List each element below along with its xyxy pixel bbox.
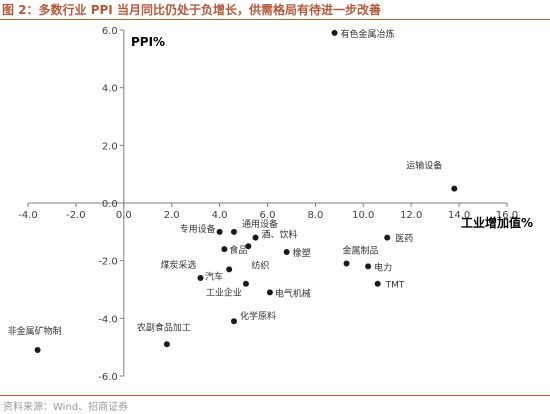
source-note: 资料来源：Wind、招商证券 [3,402,129,413]
x-tick-label: -4.0 [18,210,38,221]
data-point [221,246,228,253]
x-tick-label: 14.0 [448,210,470,221]
point-label: 橡塑 [293,247,311,259]
data-point [343,260,350,267]
data-point [226,266,233,273]
header-divider [0,19,550,20]
data-point [216,228,223,235]
x-tick-label: 0.0 [116,210,132,221]
point-label: 煤炭采选 [160,259,196,271]
data-point [384,234,391,241]
y-tick-label: -2.0 [98,257,118,268]
x-tick-label: 4.0 [212,210,228,221]
point-label: 汽车 [205,270,223,282]
point-label: 纺织 [251,259,269,271]
data-point [230,318,237,325]
y-axis-title: PPI% [131,35,165,49]
x-tick-label: 6.0 [260,210,276,221]
x-tick-label: 8.0 [307,210,323,221]
data-point [331,29,338,36]
x-tick-label: -2.0 [66,210,86,221]
x-axis-title: 工业增加值% [461,215,533,230]
y-tick-label: -6.0 [98,372,118,383]
data-point [451,185,458,192]
x-tick-label: 2.0 [164,210,180,221]
point-label: 通用设备 [242,218,278,230]
point-label: 电力 [374,261,392,273]
data-point [252,234,259,241]
point-label: 金属制品 [343,245,379,257]
point-label: 食品 [229,244,247,256]
point-label: 医药 [395,234,413,245]
figure-caption: 图 2：多数行业 PPI 当月同比仍处于负增长，供需格局有待进一步改善 [2,3,381,17]
data-point [374,280,381,287]
point-label: TMT [385,281,405,291]
y-tick-label: 0.0 [102,199,118,210]
y-tick-label: 2.0 [102,141,118,152]
point-label: 电气机械 [275,287,311,299]
point-label: 酒、饮料 [262,229,298,241]
point-label: 化学原料 [240,310,276,322]
point-label: 非金属矿物制 [8,325,62,337]
data-point [242,280,249,287]
x-tick-label: 12.0 [400,210,422,221]
data-point [230,228,237,235]
y-tick-label: 4.0 [102,84,118,95]
data-point [163,341,170,348]
data-point [365,263,372,270]
x-tick-label: 16.0 [496,210,518,221]
point-label: 有色金属冶炼 [341,28,395,40]
y-tick-label: 6.0 [102,26,118,37]
y-tick-label: -4.0 [98,314,118,325]
point-label: 专用设备 [180,223,216,235]
point-label: 工业企业 [206,287,242,299]
data-point [266,289,273,296]
data-point [197,274,204,281]
footer-divider [0,395,550,396]
point-label: 运输设备 [406,160,442,172]
data-point [283,249,290,256]
data-point [245,243,252,250]
data-point [34,347,41,354]
point-label: 农副食品加工 [137,321,191,333]
x-tick-label: 10.0 [352,210,374,221]
